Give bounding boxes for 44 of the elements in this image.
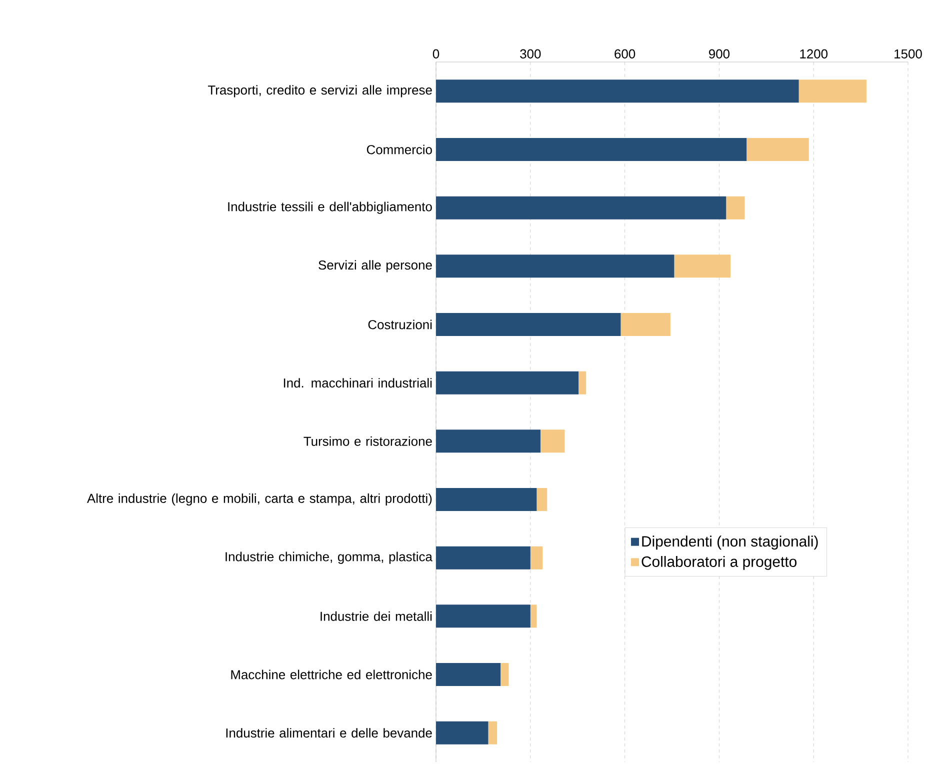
- y-tick-label: Tursimo e ristorazione: [304, 436, 432, 446]
- y-tick-label: Costruzioni: [368, 320, 432, 330]
- bar: [436, 604, 530, 628]
- legend-label: Dipendenti (non stagionali): [642, 536, 818, 550]
- bar: [488, 721, 498, 744]
- y-tick-label: Ind. macchinari industriali: [284, 378, 432, 388]
- y-tick-label: Industrie dei metalli: [320, 611, 432, 621]
- bar: [500, 662, 509, 686]
- y-tick-label: Altre industrie (legno e mobili, carta e stampa, altri prodotti): [87, 493, 432, 506]
- bar: [436, 430, 540, 453]
- bar: [436, 138, 747, 161]
- y-tick-label: Servizi alle persone: [318, 260, 432, 272]
- bar: [578, 371, 586, 394]
- bar: [746, 138, 809, 161]
- bar: [536, 488, 548, 511]
- x-tick-label: 1200: [800, 49, 828, 58]
- y-tick-label: Industrie tessili e dell'abbigliamento: [228, 202, 432, 214]
- bar: [674, 254, 731, 278]
- bar: [436, 312, 621, 336]
- y-tick-label: Commercio: [366, 144, 432, 154]
- bar: [436, 721, 488, 744]
- bar: [530, 604, 537, 628]
- bar: [620, 312, 670, 336]
- bar: [436, 546, 530, 570]
- x-tick-label: 1500: [894, 49, 922, 58]
- bar: [540, 430, 565, 453]
- bar: [798, 80, 866, 103]
- bar: [436, 662, 501, 686]
- bar: [436, 254, 674, 278]
- bar: [726, 196, 745, 220]
- bar: [436, 488, 537, 511]
- legend-label: Collaboratori a progetto: [642, 556, 797, 570]
- y-tick-label: Macchine elettriche ed elettroniche: [231, 670, 432, 680]
- y-tick-label: Industrie alimentari e delle bevande: [226, 728, 432, 738]
- x-tick-label: 600: [614, 49, 636, 58]
- y-tick-label: Industrie chimiche, gomma, plastica: [226, 552, 432, 564]
- y-tick-label: Trasporti, credito e servizi alle imprese: [208, 85, 432, 98]
- bar: [436, 371, 579, 394]
- x-tick-label: 900: [709, 49, 730, 58]
- bar: [530, 546, 543, 570]
- x-tick-label: 300: [520, 49, 541, 58]
- bar: [436, 196, 726, 220]
- bar: [436, 80, 799, 103]
- x-tick-label: 0: [432, 49, 440, 58]
